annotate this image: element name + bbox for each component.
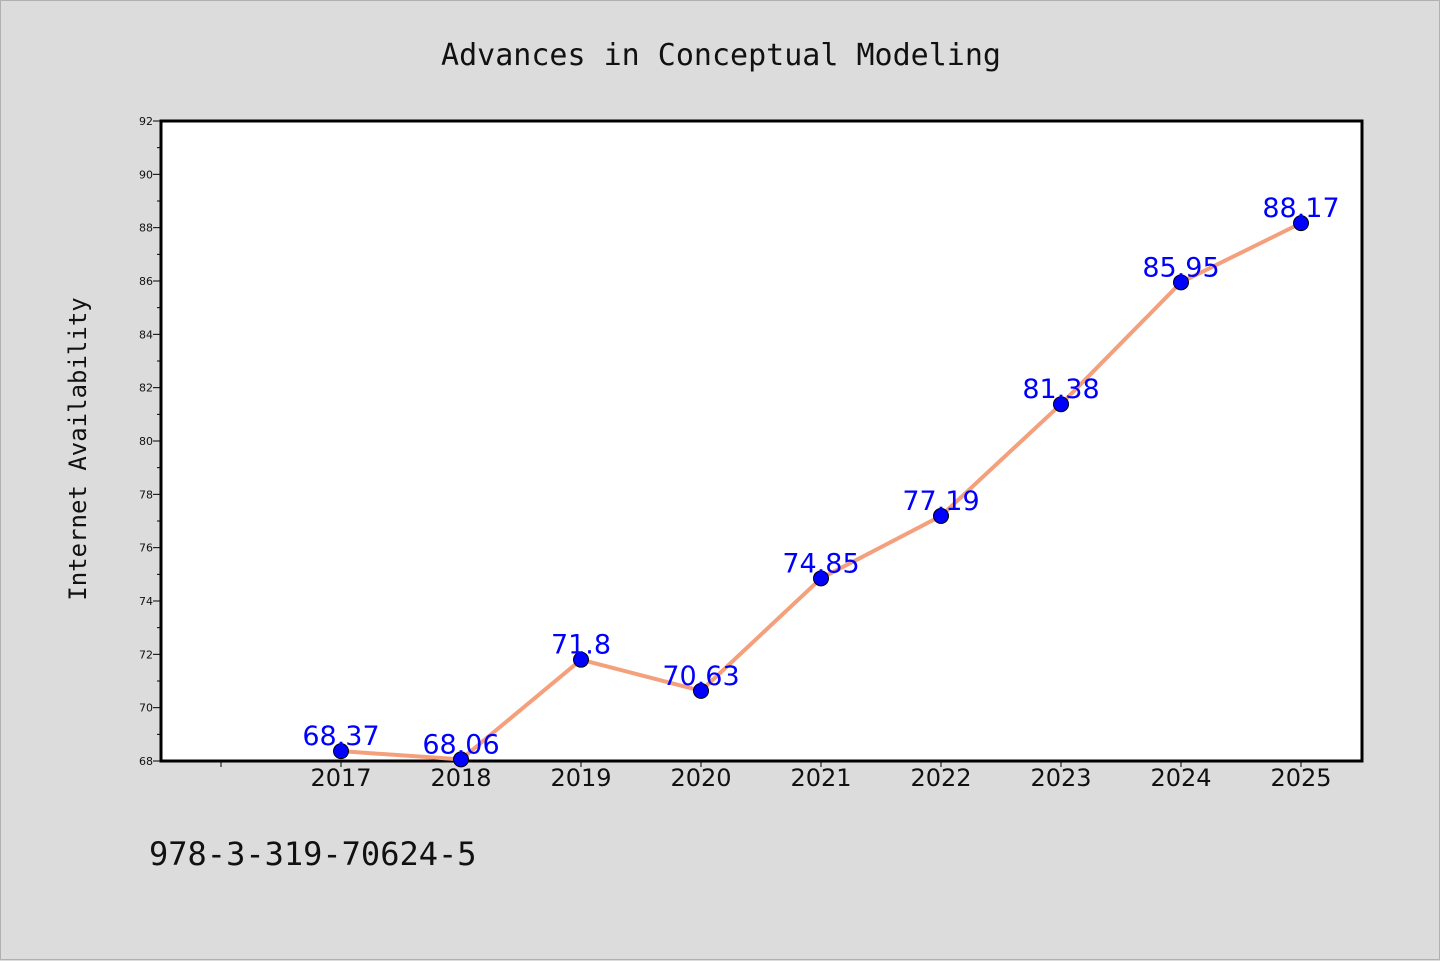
y-tick-label: 72 [139,648,153,661]
y-axis-label: Internet Availability [64,297,92,600]
y-tick-label: 82 [139,382,153,395]
y-tick-label: 84 [139,328,153,341]
data-labels-group: 68.37 68.06 71.8 70.63 74.85 77.19 81.38 85.95 8… [302,193,1339,760]
data-point [573,651,589,668]
y-tick-label: 88 [139,222,153,235]
plot-area [159,119,1364,763]
data-point [933,507,949,524]
x-tick-label: 2019 [550,764,611,792]
data-point [453,751,469,768]
x-tick-label: 2021 [790,764,851,792]
x-tick-label: 2018 [430,764,491,792]
data-point [1053,396,1069,413]
x-tick-label: 2022 [910,764,971,792]
data-label: 70.63 [662,661,739,692]
y-tick-label: 92 [139,115,153,128]
data-point [1293,215,1309,232]
data-label: 68.06 [422,729,499,760]
data-label: 68.37 [302,721,379,752]
x-tick-label: 2017 [310,764,371,792]
x-tick-label: 2025 [1270,764,1331,792]
series-group [333,215,1309,768]
x-axis: 2017 2018 2019 2020 2021 2022 2023 2024 2025 [220,761,1332,792]
x-tick-label: 2023 [1030,764,1091,792]
data-point [813,570,829,587]
chart-title: Advances in Conceptual Modeling [441,38,1001,73]
y-tick-label: 80 [139,435,153,448]
x-tick-label: 2020 [670,764,731,792]
data-point [693,682,709,699]
y-tick-label: 76 [139,542,153,555]
data-label: 71.8 [551,630,611,661]
y-tick-label: 90 [139,168,153,181]
data-label: 85.95 [1142,252,1219,283]
data-label: 77.19 [902,486,979,517]
isbn-footer: 978-3-319-70624-5 [149,835,477,873]
y-tick-label: 86 [139,275,153,288]
data-label: 74.85 [782,548,859,579]
y-tick-label: 74 [139,595,153,608]
y-tick-label: 70 [139,702,153,715]
data-label: 88.17 [1262,193,1339,224]
x-tick-label: 2024 [1150,764,1211,792]
data-point [1173,274,1189,291]
y-tick-label: 78 [139,488,153,501]
y-axis: 68 70 72 74 76 78 80 82 84 86 88 90 92 [139,115,161,768]
data-label: 81.38 [1022,374,1099,405]
y-tick-label: 68 [139,755,153,768]
data-point [333,743,349,760]
